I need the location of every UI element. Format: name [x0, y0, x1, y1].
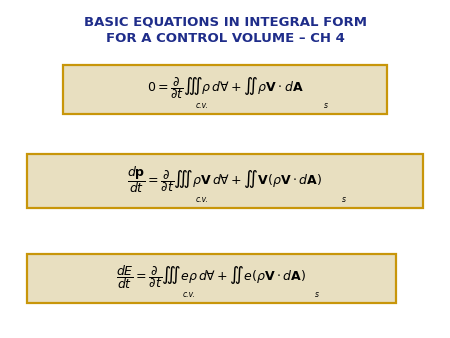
Text: $\dfrac{dE}{dt} = \dfrac{\partial}{\partial t}\iiint e\rho\, d\forall + \iint e(: $\dfrac{dE}{dt} = \dfrac{\partial}{\part… [117, 263, 306, 291]
Text: s: s [342, 195, 346, 204]
Text: BASIC EQUATIONS IN INTEGRAL FORM
FOR A CONTROL VOLUME – CH 4: BASIC EQUATIONS IN INTEGRAL FORM FOR A C… [84, 15, 366, 45]
Text: c.v.: c.v. [196, 195, 209, 204]
Text: c.v.: c.v. [183, 290, 195, 299]
FancyBboxPatch shape [63, 65, 387, 114]
Text: s: s [315, 290, 319, 299]
Text: c.v.: c.v. [196, 101, 209, 110]
FancyBboxPatch shape [27, 154, 423, 208]
Text: $\dfrac{d\mathbf{p}}{dt} = \dfrac{\partial}{\partial t}\iiint \rho\mathbf{V}\, d: $\dfrac{d\mathbf{p}}{dt} = \dfrac{\parti… [127, 164, 323, 195]
Text: s: s [324, 101, 328, 110]
Text: $0 = \dfrac{\partial}{\partial t}\iiint \rho\, d\forall + \iint \rho\mathbf{V}\c: $0 = \dfrac{\partial}{\partial t}\iiint … [147, 75, 303, 101]
FancyBboxPatch shape [27, 254, 396, 304]
